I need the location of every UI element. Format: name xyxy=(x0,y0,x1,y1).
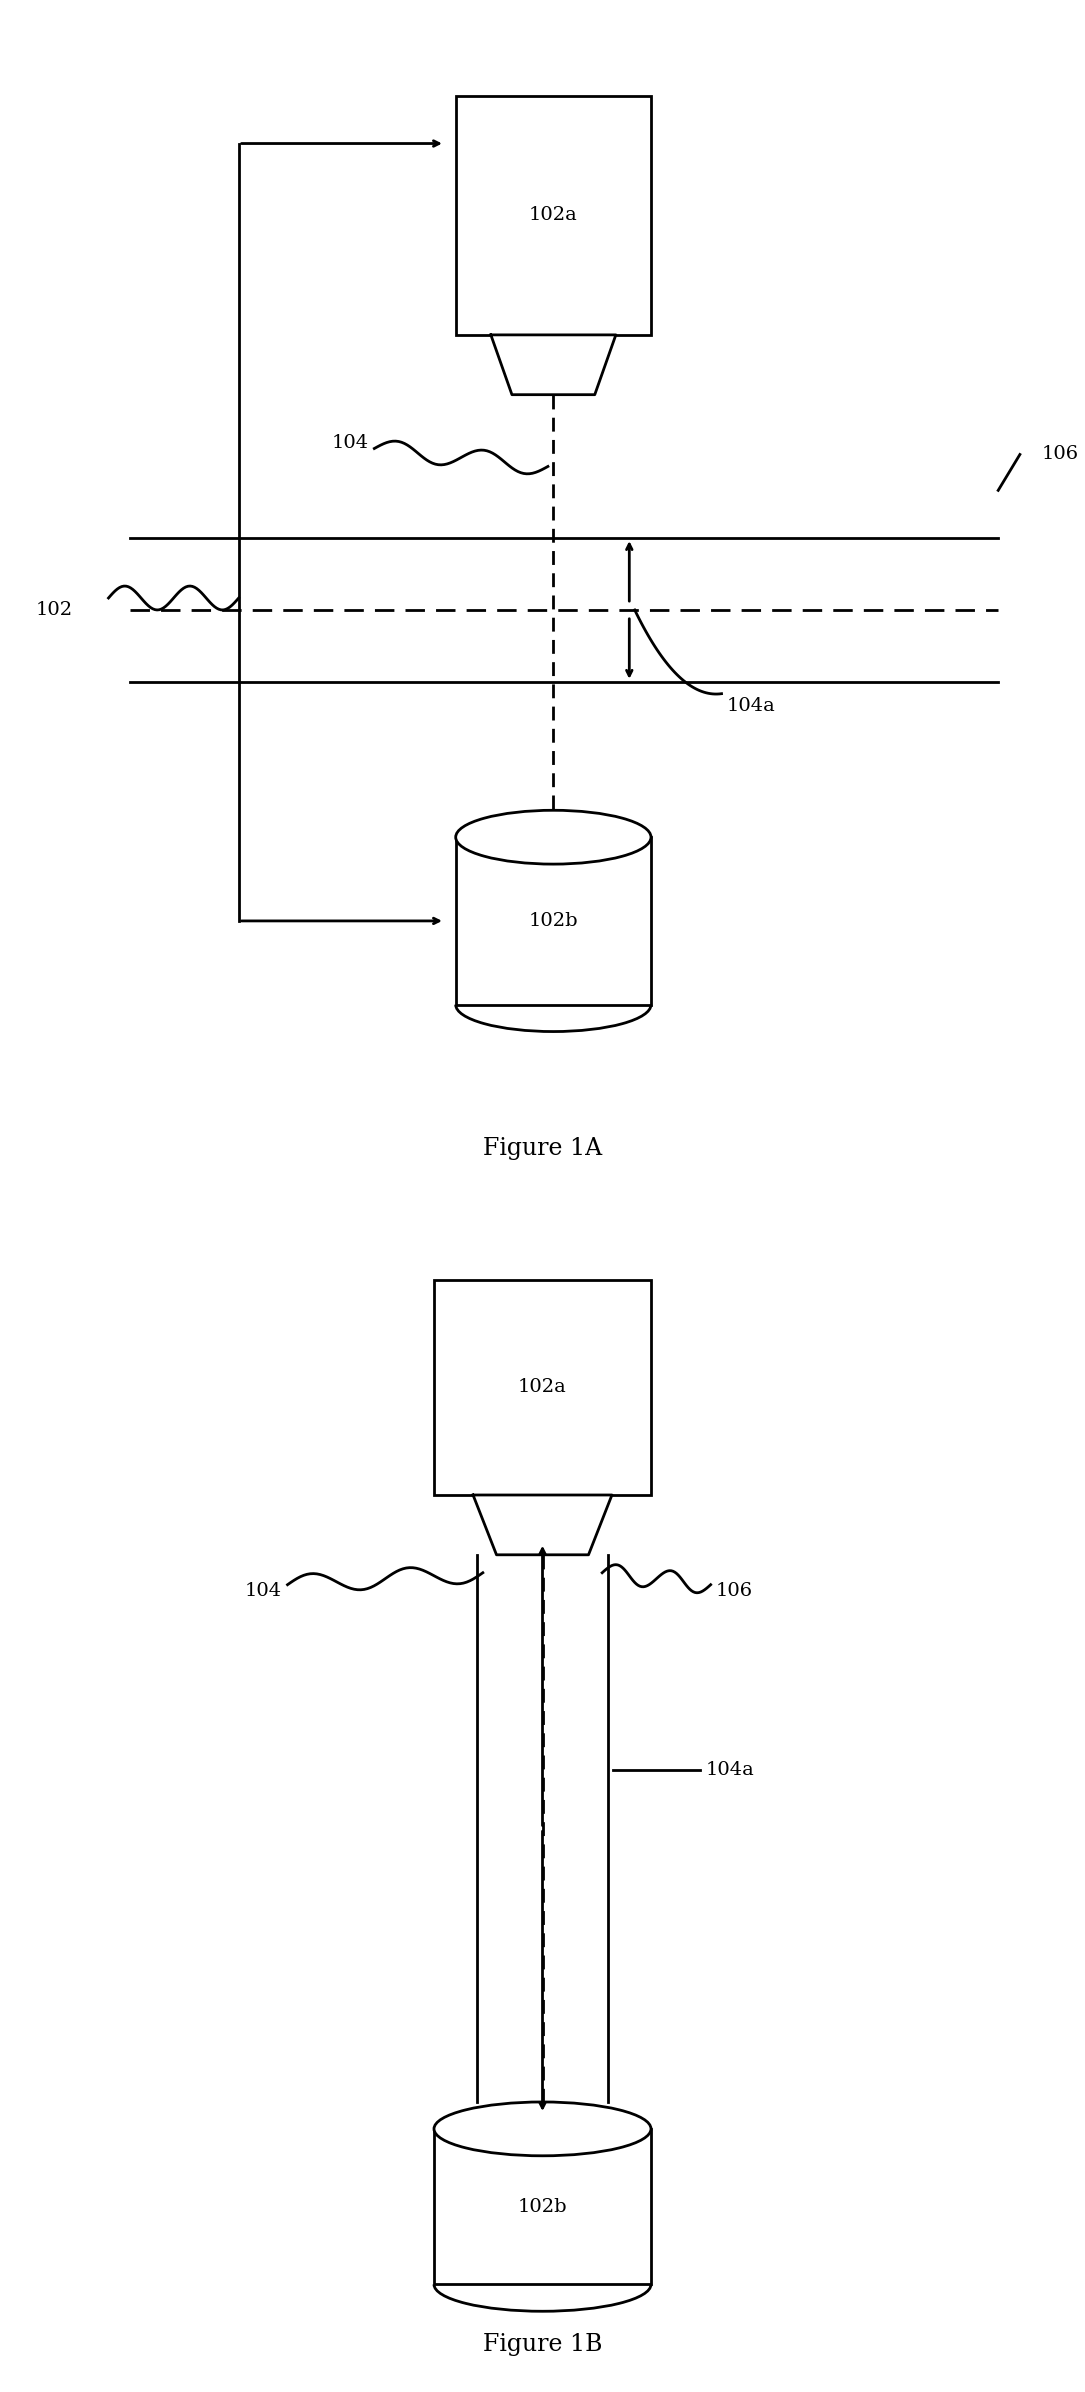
Ellipse shape xyxy=(456,811,651,864)
Text: 104a: 104a xyxy=(705,1761,754,1780)
Text: Figure 1A: Figure 1A xyxy=(483,1136,602,1160)
Text: 106: 106 xyxy=(716,1581,753,1600)
Text: 104: 104 xyxy=(245,1581,282,1600)
Ellipse shape xyxy=(434,2103,651,2155)
Polygon shape xyxy=(490,335,616,395)
Text: 102b: 102b xyxy=(518,2198,567,2215)
Bar xyxy=(456,96,651,335)
Text: 102a: 102a xyxy=(529,206,577,225)
Text: 102a: 102a xyxy=(519,1378,566,1397)
Bar xyxy=(456,837,651,1005)
Text: 106: 106 xyxy=(1042,445,1078,464)
Text: 102b: 102b xyxy=(528,911,578,930)
Text: 104a: 104a xyxy=(727,696,776,715)
Bar xyxy=(434,1280,651,1495)
Text: Figure 1B: Figure 1B xyxy=(483,2332,602,2356)
Bar xyxy=(434,2129,651,2284)
Polygon shape xyxy=(473,1495,612,1555)
Text: 104: 104 xyxy=(332,433,369,452)
Text: 102: 102 xyxy=(36,600,73,620)
